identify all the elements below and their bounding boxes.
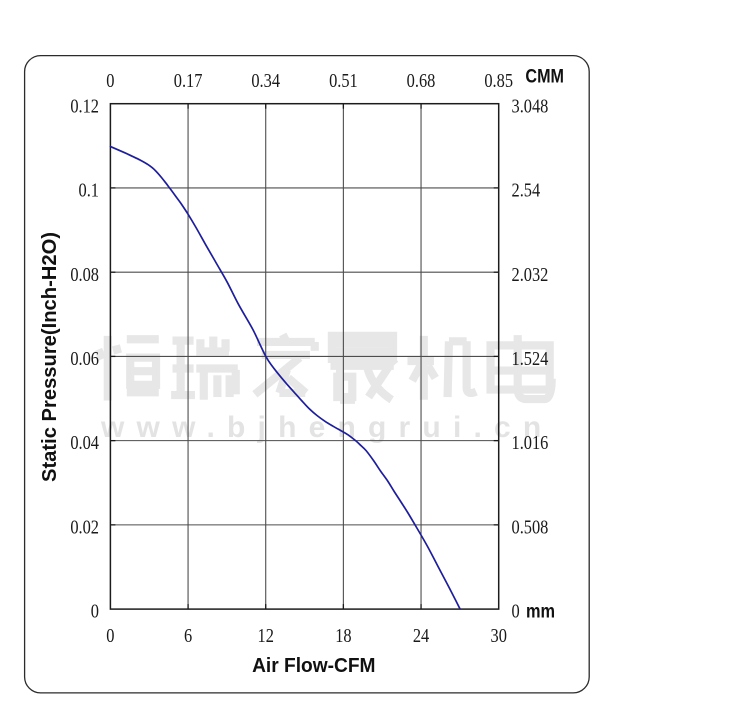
svg-text:mm: mm [526, 601, 555, 622]
svg-text:0: 0 [106, 625, 114, 647]
svg-text:18: 18 [335, 625, 351, 647]
svg-text:0.85: 0.85 [484, 70, 513, 92]
svg-text:30: 30 [491, 625, 507, 647]
svg-text:24: 24 [413, 625, 429, 647]
svg-text:0: 0 [91, 600, 99, 622]
svg-text:1.016: 1.016 [512, 432, 549, 454]
svg-text:0.08: 0.08 [70, 263, 99, 285]
svg-text:CMM: CMM [525, 65, 564, 87]
svg-text:2.54: 2.54 [512, 179, 541, 201]
svg-text:0.02: 0.02 [70, 516, 99, 538]
svg-text:12: 12 [258, 625, 274, 647]
svg-text:0.508: 0.508 [512, 516, 549, 538]
svg-text:www.bjhengrui.cn: www.bjhengrui.cn [100, 411, 553, 444]
svg-text:2.032: 2.032 [512, 263, 549, 285]
svg-text:0.04: 0.04 [70, 432, 99, 454]
svg-text:0.06: 0.06 [70, 348, 99, 370]
svg-text:0.17: 0.17 [174, 70, 203, 92]
svg-text:0.1: 0.1 [79, 179, 99, 201]
svg-text:6: 6 [184, 625, 192, 647]
svg-text:0.34: 0.34 [251, 70, 280, 92]
svg-text:Static Pressure(Inch-H2O): Static Pressure(Inch-H2O) [39, 232, 61, 482]
svg-text:0.12: 0.12 [70, 95, 99, 117]
svg-text:0: 0 [106, 70, 114, 92]
svg-text:1.524: 1.524 [512, 348, 549, 370]
svg-text:3.048: 3.048 [512, 95, 549, 117]
svg-text:0: 0 [512, 600, 520, 622]
svg-text:Air Flow-CFM: Air Flow-CFM [252, 654, 375, 677]
svg-text:0.51: 0.51 [329, 70, 358, 92]
svg-text:0.68: 0.68 [407, 70, 436, 92]
